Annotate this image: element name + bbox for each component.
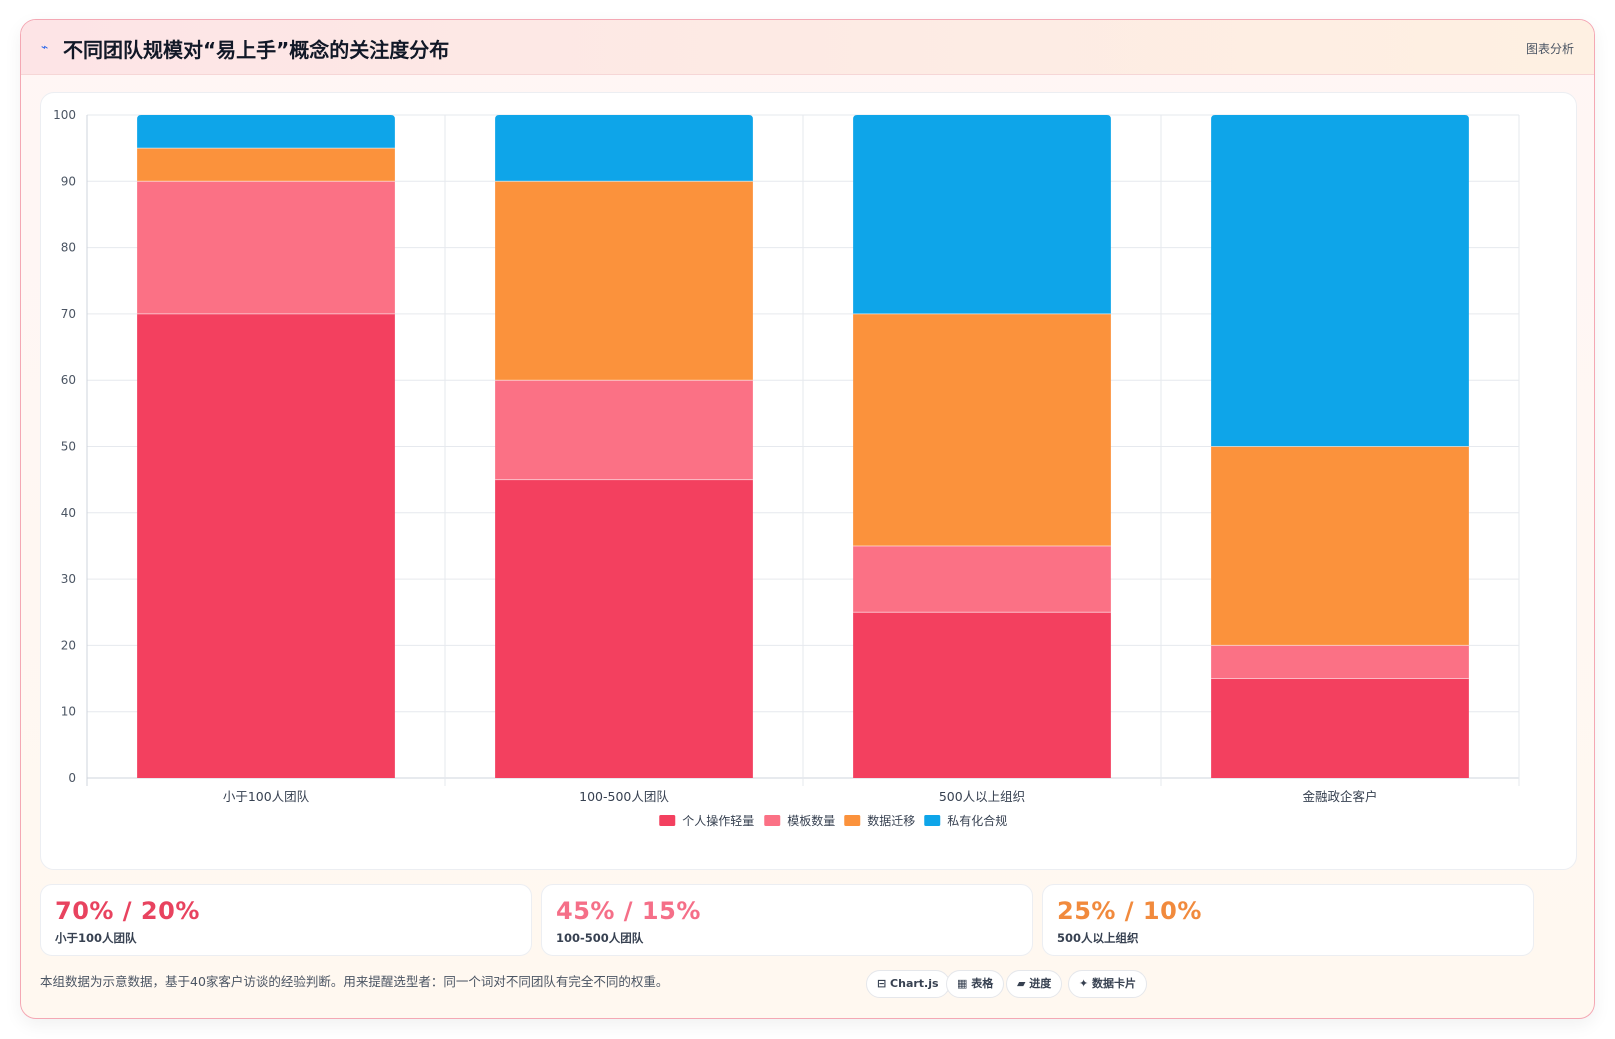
chip-progress[interactable]: ▰ 进度 (1006, 970, 1063, 998)
x-tick-label: 小于100人团队 (223, 789, 310, 804)
y-tick-label: 0 (68, 771, 76, 785)
bar-segment (1211, 115, 1469, 447)
bar-segment (495, 380, 753, 480)
chart-title: 不同团队规模对“易上手”概念的关注度分布 (63, 38, 450, 62)
bar-segment (137, 181, 395, 314)
bar-segment (495, 181, 753, 381)
y-tick-label: 10 (61, 705, 76, 719)
stat-value: 25% / 10% (1057, 897, 1202, 925)
y-tick-label: 50 (61, 440, 76, 454)
y-tick-label: 90 (61, 174, 76, 188)
bar-segment (853, 545, 1111, 613)
chart-card: ⌁ 不同团队规模对“易上手”概念的关注度分布 图表分析 0 10 20 30 40 50 6… (20, 19, 1595, 1019)
bar-segment (853, 313, 1111, 546)
stat-label: 500人以上组织 (1057, 931, 1139, 945)
bar-segment (1211, 678, 1469, 778)
legend-label: 模板数量 (787, 813, 835, 828)
legend-swatch (924, 815, 941, 826)
x-tick-label: 100-500人团队 (579, 789, 669, 804)
legend-swatch (659, 815, 676, 826)
bar-segment (853, 612, 1111, 778)
bar-segment (137, 313, 395, 778)
chip-table[interactable]: ▦ 表格 (946, 970, 1005, 998)
stacked-bar-chart: 0 10 20 30 40 50 60 70 80 90 100 小于100人团队 100-500人团队… (53, 108, 1520, 828)
stat-card-mid-team: 45% / 15% 100-500人团队 (541, 884, 1033, 956)
legend-swatch (764, 815, 781, 826)
legend-swatch (844, 815, 861, 826)
y-tick-label: 60 (61, 373, 76, 387)
y-tick-label: 30 (61, 572, 76, 586)
legend-label: 数据迁移 (867, 813, 915, 828)
y-tick-label: 20 (61, 638, 76, 652)
bar-segment (853, 115, 1111, 314)
bar-segment (495, 115, 753, 182)
card-header: ⌁ 不同团队规模对“易上手”概念的关注度分布 图表分析 (21, 20, 1594, 75)
bar-segment (1211, 645, 1469, 679)
legend-label: 私有化合规 (947, 813, 1007, 828)
chip-data-card[interactable]: ✦ 数据卡片 (1068, 970, 1148, 998)
stat-value: 70% / 20% (55, 897, 200, 925)
y-tick-label: 80 (61, 241, 76, 255)
y-tick-label: 100 (53, 108, 76, 122)
chart-analysis-tag: 图表分析 (1525, 42, 1574, 56)
chip-chartjs[interactable]: ⊟ Chart.js (866, 970, 950, 998)
stat-value: 45% / 15% (556, 897, 701, 925)
bar-segment (1211, 446, 1469, 646)
bar-segment (137, 148, 395, 182)
chart-line-icon: ⌁ (41, 40, 49, 54)
y-tick-label: 70 (61, 307, 76, 321)
x-tick-label: 金融政企客户 (1302, 789, 1377, 804)
stat-label: 100-500人团队 (556, 931, 644, 945)
x-tick-label: 500人以上组织 (939, 789, 1025, 804)
stat-label: 小于100人团队 (55, 931, 137, 945)
stat-card-small-team: 70% / 20% 小于100人团队 (40, 884, 532, 956)
bar-segment (137, 115, 395, 149)
bar-segment (495, 479, 753, 778)
y-tick-label: 40 (61, 506, 76, 520)
stat-card-large-org: 25% / 10% 500人以上组织 (1042, 884, 1534, 956)
legend-label: 个人操作轻量 (682, 813, 754, 828)
footnote: 本组数据为示意数据，基于40家客户访谈的经验判断。用来提醒选型者：同一个词对不同… (40, 974, 669, 989)
chart-container: 0 10 20 30 40 50 60 70 80 90 100 小于100人团队 100-500人团队… (40, 92, 1577, 870)
